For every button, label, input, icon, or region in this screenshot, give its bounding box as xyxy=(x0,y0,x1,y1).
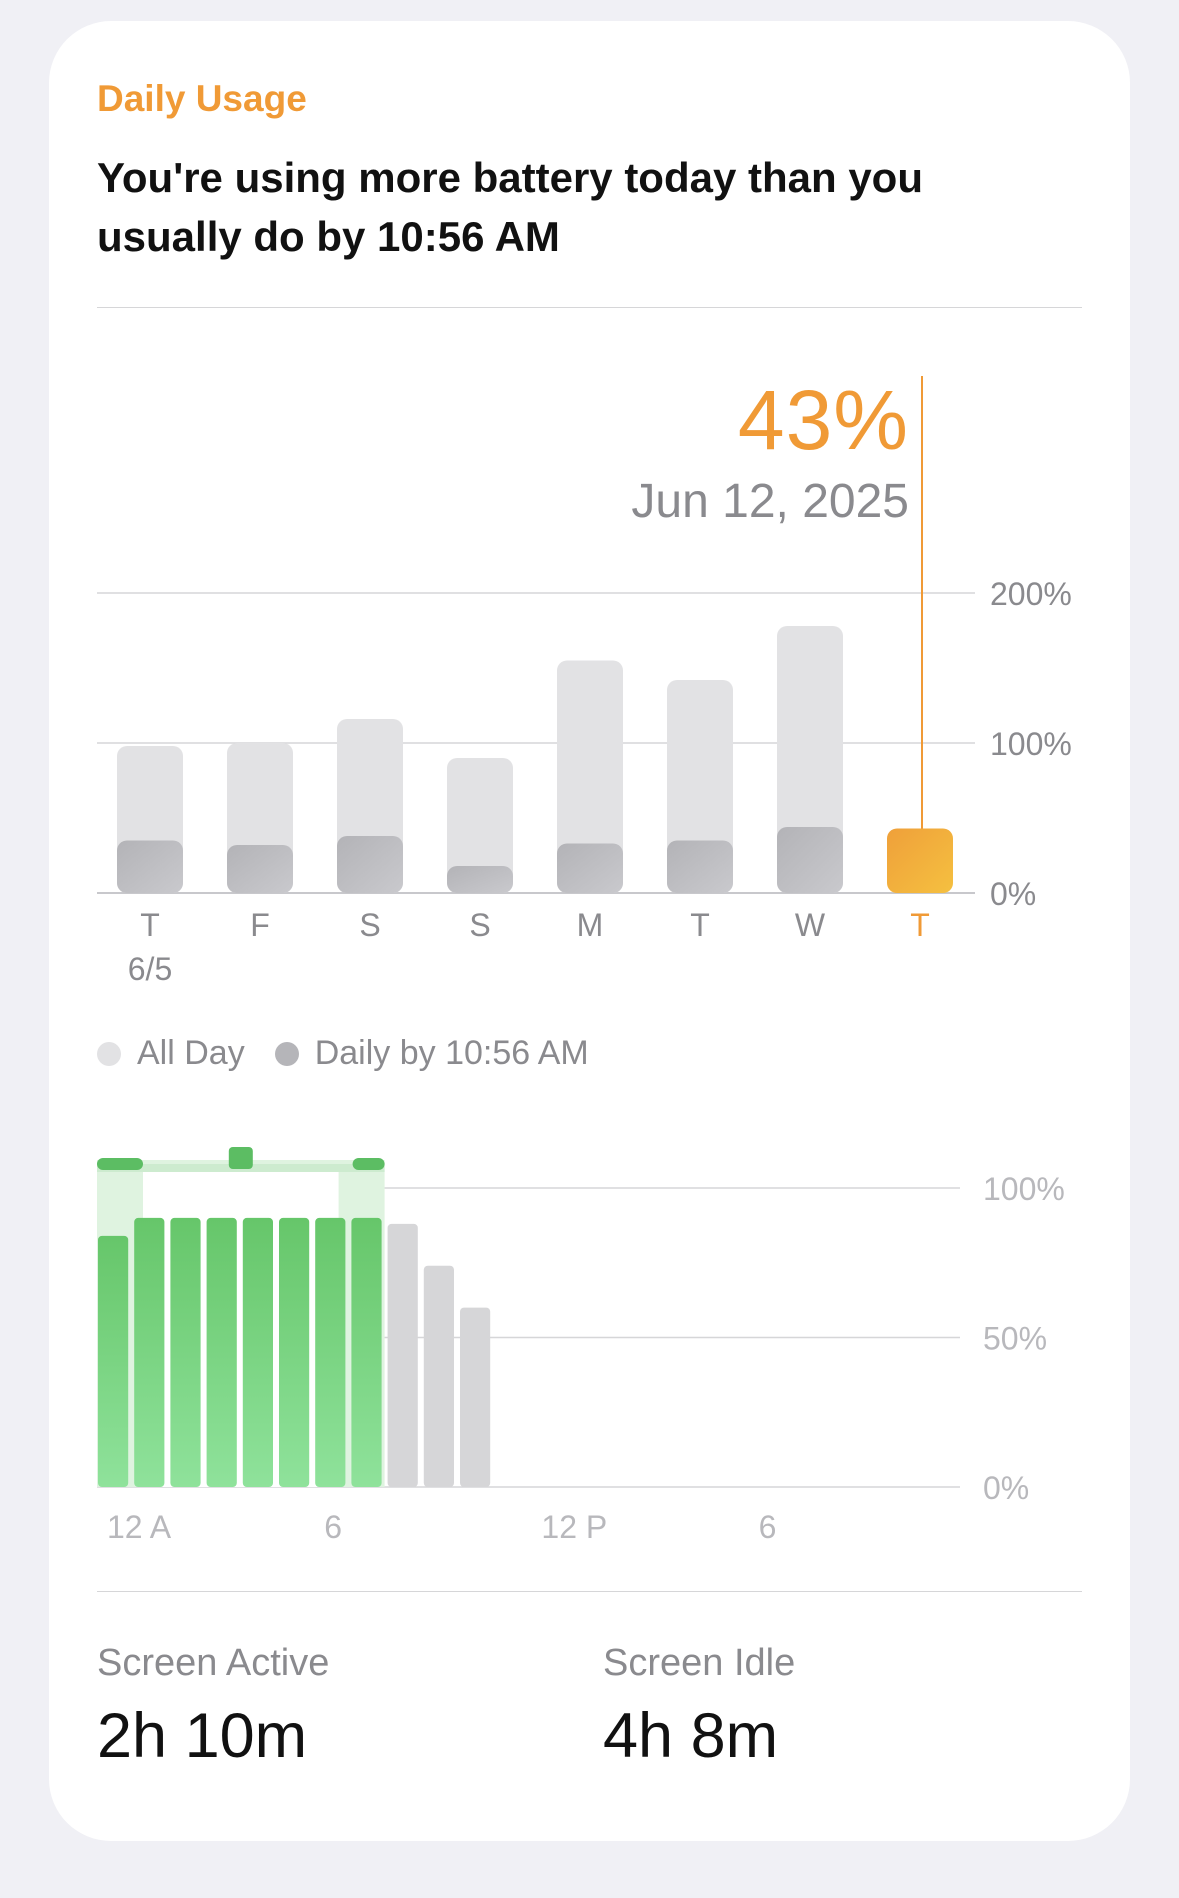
bar-daily-by xyxy=(227,845,293,893)
bar-daily-by xyxy=(337,836,403,893)
x-tick-label: M xyxy=(577,907,604,943)
hour-bar-selected xyxy=(170,1217,201,1487)
divider-top xyxy=(97,307,1082,308)
screen-active-label: Screen Active xyxy=(97,1642,330,1684)
x-tick-label: S xyxy=(359,907,380,943)
card-title: Daily Usage xyxy=(97,78,307,119)
bar-all-day xyxy=(777,626,843,893)
usage-summary-text: You're using more battery today than you… xyxy=(97,154,923,260)
y-tick-label: 100% xyxy=(983,1171,1065,1207)
hour-bar-selected xyxy=(279,1217,310,1487)
x-tick-label: 12 A xyxy=(107,1509,172,1545)
legend-daily-by: Daily by 10:56 AM xyxy=(274,1034,589,1073)
hour-bar xyxy=(460,1307,491,1487)
x-tick-label: T xyxy=(690,907,710,943)
hour-bar-selected xyxy=(206,1217,237,1487)
hour-bar-selected xyxy=(351,1217,382,1487)
x-tick-label: F xyxy=(250,907,270,943)
screen-active-value: 2h 10m xyxy=(97,1701,308,1771)
hour-bar-selected xyxy=(98,1235,129,1487)
y-tick-label: 0% xyxy=(983,1470,1029,1506)
selected-date: Jun 12, 2025 xyxy=(631,475,909,528)
y-tick-label: 100% xyxy=(990,726,1072,762)
hour-bar xyxy=(423,1265,454,1487)
selected-percent: 43% xyxy=(737,373,909,467)
weekly-usage-chart[interactable]: 0% 100% 200% T 6/5 F S S M T W T xyxy=(0,0,1179,1000)
hour-bar xyxy=(387,1223,418,1487)
legend-label-daily-by: Daily by 10:56 AM xyxy=(314,1034,589,1072)
bar-daily-by xyxy=(777,827,843,893)
hour-bar-selected xyxy=(315,1217,346,1487)
chart-legend: All Day Daily by 10:56 AM xyxy=(97,1034,619,1073)
selection-center-handle xyxy=(228,1147,253,1169)
legend-label-all-day: All Day xyxy=(137,1034,245,1072)
x-tick-label: S xyxy=(469,907,490,943)
screen-idle-label: Screen Idle xyxy=(603,1642,796,1684)
x-tick-label: T xyxy=(910,907,930,943)
bar-daily-by xyxy=(117,840,183,893)
y-tick-label: 50% xyxy=(983,1321,1047,1357)
x-tick-label: 6 xyxy=(759,1509,777,1545)
bar-today xyxy=(887,828,953,893)
x-tick-label: 12 P xyxy=(541,1509,607,1545)
hour-bar-selected xyxy=(242,1217,273,1487)
bar-daily-by xyxy=(447,866,513,893)
legend-swatch-all-day xyxy=(97,1041,121,1066)
x-tick-label: T xyxy=(140,907,160,943)
y-tick-label: 0% xyxy=(990,876,1036,912)
bar-daily-by xyxy=(557,843,623,893)
y-tick-label: 200% xyxy=(990,576,1072,612)
x-tick-label: W xyxy=(795,907,826,943)
selection-right-handle xyxy=(352,1158,385,1170)
hour-bar-selected xyxy=(134,1217,165,1487)
screen-idle-value: 4h 8m xyxy=(603,1701,779,1771)
legend-all-day: All Day xyxy=(97,1034,245,1073)
bar-daily-by xyxy=(667,840,733,893)
x-tick-sublabel: 6/5 xyxy=(128,951,172,987)
x-tick-label: 6 xyxy=(324,1509,342,1545)
selection-left-handle xyxy=(97,1158,143,1170)
bar-all-day xyxy=(447,758,513,893)
legend-swatch-daily-by xyxy=(274,1041,299,1066)
divider-bottom xyxy=(97,1591,1082,1592)
bar-all-day xyxy=(667,680,733,893)
bar-all-day xyxy=(557,660,623,893)
daily-usage-card xyxy=(49,21,1130,1841)
